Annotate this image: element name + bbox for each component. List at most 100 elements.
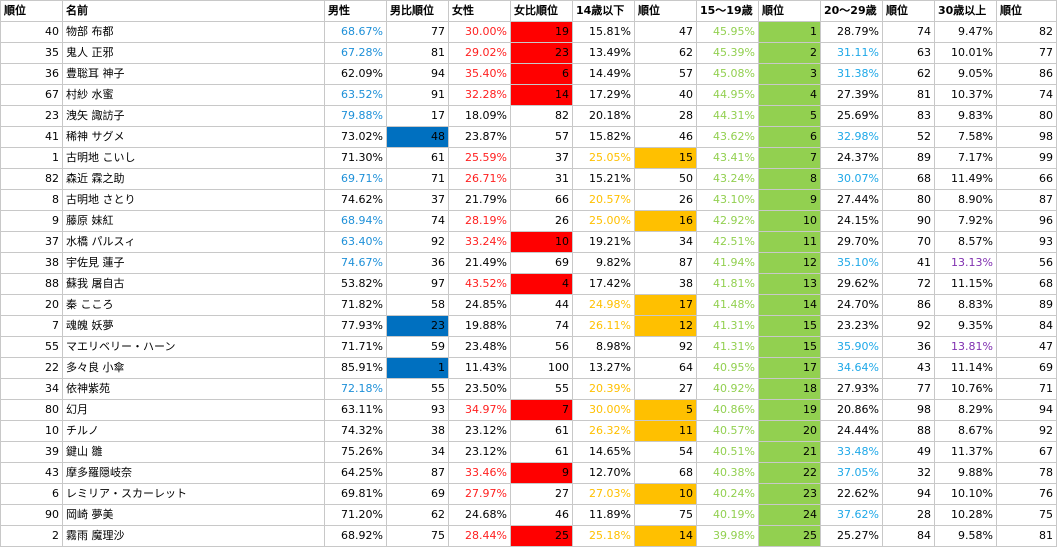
- table-cell[interactable]: 41.31%: [696, 315, 759, 337]
- table-cell[interactable]: 81: [882, 84, 935, 106]
- table-cell[interactable]: 82: [996, 21, 1057, 43]
- table-cell[interactable]: 87: [996, 189, 1057, 211]
- table-cell[interactable]: 8.98%: [572, 336, 635, 358]
- table-cell[interactable]: 29.02%: [448, 42, 511, 64]
- table-cell[interactable]: 86: [882, 294, 935, 316]
- table-cell[interactable]: 69: [386, 483, 449, 505]
- table-cell[interactable]: 77.93%: [324, 315, 387, 337]
- table-cell[interactable]: 15: [758, 315, 821, 337]
- table-cell[interactable]: 74: [386, 210, 449, 232]
- table-cell[interactable]: 25.05%: [572, 147, 635, 169]
- table-cell[interactable]: 72: [882, 273, 935, 295]
- table-cell[interactable]: 59: [386, 336, 449, 358]
- table-cell[interactable]: 25.00%: [572, 210, 635, 232]
- table-cell[interactable]: 40.51%: [696, 441, 759, 463]
- table-cell[interactable]: 50: [634, 168, 697, 190]
- table-cell[interactable]: 幻月: [62, 399, 325, 421]
- table-cell[interactable]: 23.87%: [448, 126, 511, 148]
- table-cell[interactable]: 7: [758, 147, 821, 169]
- table-cell[interactable]: 13.81%: [934, 336, 997, 358]
- table-cell[interactable]: 25: [758, 525, 821, 547]
- table-cell[interactable]: 74.62%: [324, 189, 387, 211]
- table-cell[interactable]: 20.57%: [572, 189, 635, 211]
- table-cell[interactable]: 40.92%: [696, 378, 759, 400]
- table-cell[interactable]: 6: [758, 126, 821, 148]
- table-cell[interactable]: 8.67%: [934, 420, 997, 442]
- table-cell[interactable]: 96: [996, 210, 1057, 232]
- table-cell[interactable]: 18: [758, 378, 821, 400]
- table-cell[interactable]: 17.29%: [572, 84, 635, 106]
- table-cell[interactable]: 98: [996, 126, 1057, 148]
- table-cell[interactable]: 33.24%: [448, 231, 511, 253]
- table-cell[interactable]: 17: [386, 105, 449, 127]
- table-cell[interactable]: 28.79%: [820, 21, 883, 43]
- table-cell[interactable]: 40.38%: [696, 462, 759, 484]
- table-cell[interactable]: 98: [882, 399, 935, 421]
- table-cell[interactable]: 94: [996, 399, 1057, 421]
- table-cell[interactable]: 5: [758, 105, 821, 127]
- header-cell[interactable]: 順位: [0, 0, 63, 22]
- table-cell[interactable]: 5: [634, 399, 697, 421]
- table-cell[interactable]: 62: [634, 42, 697, 64]
- table-cell[interactable]: 43.52%: [448, 273, 511, 295]
- table-cell[interactable]: 22: [758, 462, 821, 484]
- table-cell[interactable]: 48: [386, 126, 449, 148]
- table-cell[interactable]: 洩矢 諏訪子: [62, 105, 325, 127]
- table-cell[interactable]: 25.18%: [572, 525, 635, 547]
- table-cell[interactable]: 11.37%: [934, 441, 997, 463]
- table-cell[interactable]: 10: [758, 210, 821, 232]
- table-cell[interactable]: 24.98%: [572, 294, 635, 316]
- table-cell[interactable]: 84: [996, 315, 1057, 337]
- table-cell[interactable]: 23.12%: [448, 441, 511, 463]
- table-cell[interactable]: 10.37%: [934, 84, 997, 106]
- table-cell[interactable]: 74: [996, 84, 1057, 106]
- table-cell[interactable]: 54: [634, 441, 697, 463]
- table-cell[interactable]: 56: [510, 336, 573, 358]
- header-cell[interactable]: 名前: [62, 0, 325, 22]
- table-cell[interactable]: 28: [634, 105, 697, 127]
- table-cell[interactable]: 10: [634, 483, 697, 505]
- header-cell[interactable]: 男比順位: [386, 0, 449, 22]
- table-cell[interactable]: 9: [758, 189, 821, 211]
- table-cell[interactable]: 9.58%: [934, 525, 997, 547]
- table-cell[interactable]: 80: [0, 399, 63, 421]
- table-cell[interactable]: 67.28%: [324, 42, 387, 64]
- table-cell[interactable]: 19.88%: [448, 315, 511, 337]
- table-cell[interactable]: 14: [758, 294, 821, 316]
- table-cell[interactable]: 41.94%: [696, 252, 759, 274]
- header-cell[interactable]: 14歳以下: [572, 0, 635, 22]
- table-cell[interactable]: 40.19%: [696, 504, 759, 526]
- table-cell[interactable]: 74: [882, 21, 935, 43]
- table-cell[interactable]: 24.15%: [820, 210, 883, 232]
- table-cell[interactable]: 27: [510, 483, 573, 505]
- table-cell[interactable]: 68: [996, 273, 1057, 295]
- table-cell[interactable]: 68.67%: [324, 21, 387, 43]
- table-cell[interactable]: 7.92%: [934, 210, 997, 232]
- table-cell[interactable]: 水橋 パルスィ: [62, 231, 325, 253]
- table-cell[interactable]: 1: [758, 21, 821, 43]
- table-cell[interactable]: 9: [510, 462, 573, 484]
- table-cell[interactable]: 8: [758, 168, 821, 190]
- table-cell[interactable]: 85.91%: [324, 357, 387, 379]
- table-cell[interactable]: 68: [634, 462, 697, 484]
- table-cell[interactable]: 61: [510, 441, 573, 463]
- table-cell[interactable]: 45.39%: [696, 42, 759, 64]
- table-cell[interactable]: 69: [510, 252, 573, 274]
- table-cell[interactable]: 37.62%: [820, 504, 883, 526]
- table-cell[interactable]: 30.00%: [572, 399, 635, 421]
- table-cell[interactable]: 67: [0, 84, 63, 106]
- table-cell[interactable]: 8.57%: [934, 231, 997, 253]
- table-cell[interactable]: 宇佐見 蓮子: [62, 252, 325, 274]
- table-cell[interactable]: 4: [758, 84, 821, 106]
- table-cell[interactable]: 43: [882, 357, 935, 379]
- table-cell[interactable]: 9.83%: [934, 105, 997, 127]
- table-cell[interactable]: 62: [882, 63, 935, 85]
- table-cell[interactable]: 79.88%: [324, 105, 387, 127]
- table-cell[interactable]: 21.49%: [448, 252, 511, 274]
- table-cell[interactable]: 14: [634, 525, 697, 547]
- table-cell[interactable]: 古明地 さとり: [62, 189, 325, 211]
- table-cell[interactable]: 71.71%: [324, 336, 387, 358]
- table-cell[interactable]: 10.01%: [934, 42, 997, 64]
- table-cell[interactable]: 43.41%: [696, 147, 759, 169]
- table-cell[interactable]: 43.10%: [696, 189, 759, 211]
